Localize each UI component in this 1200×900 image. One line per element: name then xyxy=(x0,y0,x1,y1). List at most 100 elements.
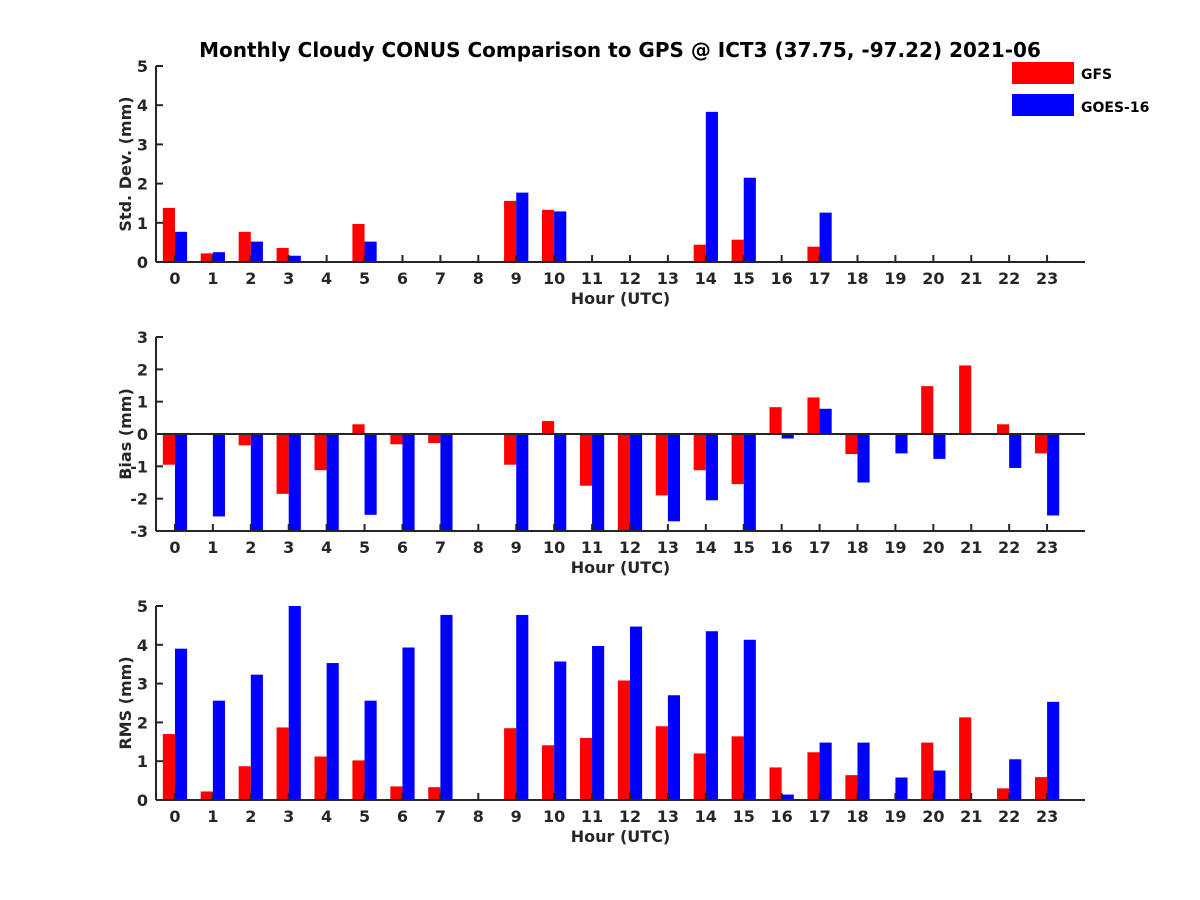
bar-goes16-panel2-hour18 xyxy=(857,742,870,800)
bar-gfs-panel2-hour7 xyxy=(428,787,441,800)
bar-gfs-panel1-hour14 xyxy=(693,434,706,471)
bar-goes16-panel2-hour3 xyxy=(288,606,301,800)
bar-goes16-panel2-hour15 xyxy=(743,639,756,800)
bar-goes16-panel1-hour16 xyxy=(781,434,794,439)
bar-gfs-panel1-hour7 xyxy=(428,434,441,444)
legend-label-gfs: GFS xyxy=(1081,67,1112,83)
bar-goes16-panel1-hour10 xyxy=(554,434,567,531)
x-tick-label: 14 xyxy=(695,538,717,557)
bar-gfs-panel2-hour20 xyxy=(921,742,934,800)
bar-gfs-panel2-hour15 xyxy=(731,736,744,800)
x-tick-label: 4 xyxy=(321,538,332,557)
bar-gfs-panel0-hour17 xyxy=(807,246,820,262)
x-tick-label: 23 xyxy=(1036,807,1058,826)
bar-goes16-panel0-hour9 xyxy=(516,192,529,262)
x-tick-label: 15 xyxy=(733,807,755,826)
x-tick-label: 0 xyxy=(169,538,180,557)
x-tick-label: 5 xyxy=(359,269,370,288)
bar-goes16-panel1-hour14 xyxy=(705,434,718,501)
legend-swatch-goes16 xyxy=(1012,94,1074,116)
y-tick-label: 4 xyxy=(137,636,148,655)
x-tick-label: 3 xyxy=(283,269,294,288)
x-tick-label: 4 xyxy=(321,807,332,826)
x-tick-label: 17 xyxy=(808,269,830,288)
bar-goes16-panel1-hour13 xyxy=(667,434,681,522)
x-tick-label: 22 xyxy=(998,807,1020,826)
x-tick-label: 12 xyxy=(619,807,641,826)
chart-title: Monthly Cloudy CONUS Comparison to GPS @… xyxy=(199,38,1041,62)
bar-gfs-panel2-hour12 xyxy=(617,680,630,800)
y-tick-label: 3 xyxy=(137,675,148,694)
x-tick-label: 20 xyxy=(922,538,944,557)
y-tick-label: -1 xyxy=(130,457,148,476)
bar-gfs-panel2-hour18 xyxy=(845,775,858,800)
bar-goes16-panel1-hour17 xyxy=(819,408,832,434)
x-tick-label: 8 xyxy=(473,538,484,557)
x-tick-label: 17 xyxy=(808,538,830,557)
bar-goes16-panel2-hour9 xyxy=(516,614,529,800)
bar-gfs-panel1-hour18 xyxy=(845,434,858,455)
x-tick-label: 4 xyxy=(321,269,332,288)
y-tick-label: 2 xyxy=(137,360,148,379)
x-tick-label: 15 xyxy=(733,269,755,288)
bar-goes16-panel2-hour6 xyxy=(402,647,415,800)
bar-goes16-panel2-hour16 xyxy=(781,794,794,800)
bar-goes16-panel0-hour0 xyxy=(174,231,188,262)
bar-gfs-panel2-hour4 xyxy=(314,756,327,800)
bar-gfs-panel1-hour21 xyxy=(959,365,972,434)
bar-gfs-panel2-hour9 xyxy=(504,728,517,800)
x-tick-label: 6 xyxy=(397,538,408,557)
bar-goes16-panel0-hour1 xyxy=(212,252,226,262)
bar-gfs-panel1-hour2 xyxy=(238,434,251,446)
bar-gfs-panel0-hour14 xyxy=(693,244,706,262)
x-tick-label: 8 xyxy=(473,807,484,826)
x-tick-label: 6 xyxy=(397,807,408,826)
x-tick-label: 13 xyxy=(657,807,679,826)
bar-gfs-panel2-hour21 xyxy=(959,717,972,800)
bar-gfs-panel2-hour6 xyxy=(390,786,403,800)
bar-gfs-panel1-hour9 xyxy=(504,434,517,465)
x-tick-label: 3 xyxy=(283,807,294,826)
y-tick-label: 1 xyxy=(137,393,148,412)
bar-gfs-panel2-hour1 xyxy=(200,791,213,800)
bar-gfs-panel1-hour17 xyxy=(807,397,820,434)
x-tick-label: 18 xyxy=(846,807,868,826)
x-tick-label: 14 xyxy=(695,269,717,288)
y-tick-label: 2 xyxy=(137,713,148,732)
bar-gfs-panel2-hour14 xyxy=(693,753,706,800)
x-tick-label: 21 xyxy=(960,807,982,826)
x-tick-label: 16 xyxy=(771,807,793,826)
legend-label-goes16: GOES-16 xyxy=(1081,100,1149,116)
y-tick-label: 0 xyxy=(137,791,148,810)
x-tick-label: 2 xyxy=(245,807,256,826)
x-tick-label: 1 xyxy=(207,807,218,826)
bar-goes16-panel1-hour3 xyxy=(288,434,301,531)
legend-swatch-gfs xyxy=(1012,62,1074,84)
x-tick-label: 13 xyxy=(657,538,679,557)
x-axis-label: Hour (UTC) xyxy=(571,558,671,577)
bar-goes16-panel1-hour18 xyxy=(857,434,870,483)
bar-goes16-panel1-hour5 xyxy=(364,434,377,515)
bar-gfs-panel1-hour13 xyxy=(655,434,668,496)
x-tick-label: 9 xyxy=(511,538,522,557)
x-tick-label: 14 xyxy=(695,807,717,826)
x-tick-label: 8 xyxy=(473,269,484,288)
x-tick-label: 21 xyxy=(960,269,982,288)
bar-goes16-panel1-hour7 xyxy=(440,434,453,531)
bar-gfs-panel0-hour10 xyxy=(542,209,555,262)
bar-gfs-panel1-hour16 xyxy=(769,407,782,434)
bar-gfs-panel2-hour13 xyxy=(655,726,668,800)
y-axis-label: Bias (mm) xyxy=(116,388,135,480)
x-axis-label: Hour (UTC) xyxy=(571,289,671,308)
bar-gfs-panel2-hour16 xyxy=(769,767,782,800)
x-tick-label: 23 xyxy=(1036,538,1058,557)
bar-gfs-panel1-hour23 xyxy=(1034,434,1048,454)
bar-gfs-panel1-hour15 xyxy=(731,434,744,485)
x-tick-label: 0 xyxy=(169,269,180,288)
y-tick-label: 4 xyxy=(137,96,148,115)
x-tick-label: 5 xyxy=(359,538,370,557)
bar-gfs-panel1-hour12 xyxy=(617,434,630,531)
x-tick-label: 19 xyxy=(884,269,906,288)
